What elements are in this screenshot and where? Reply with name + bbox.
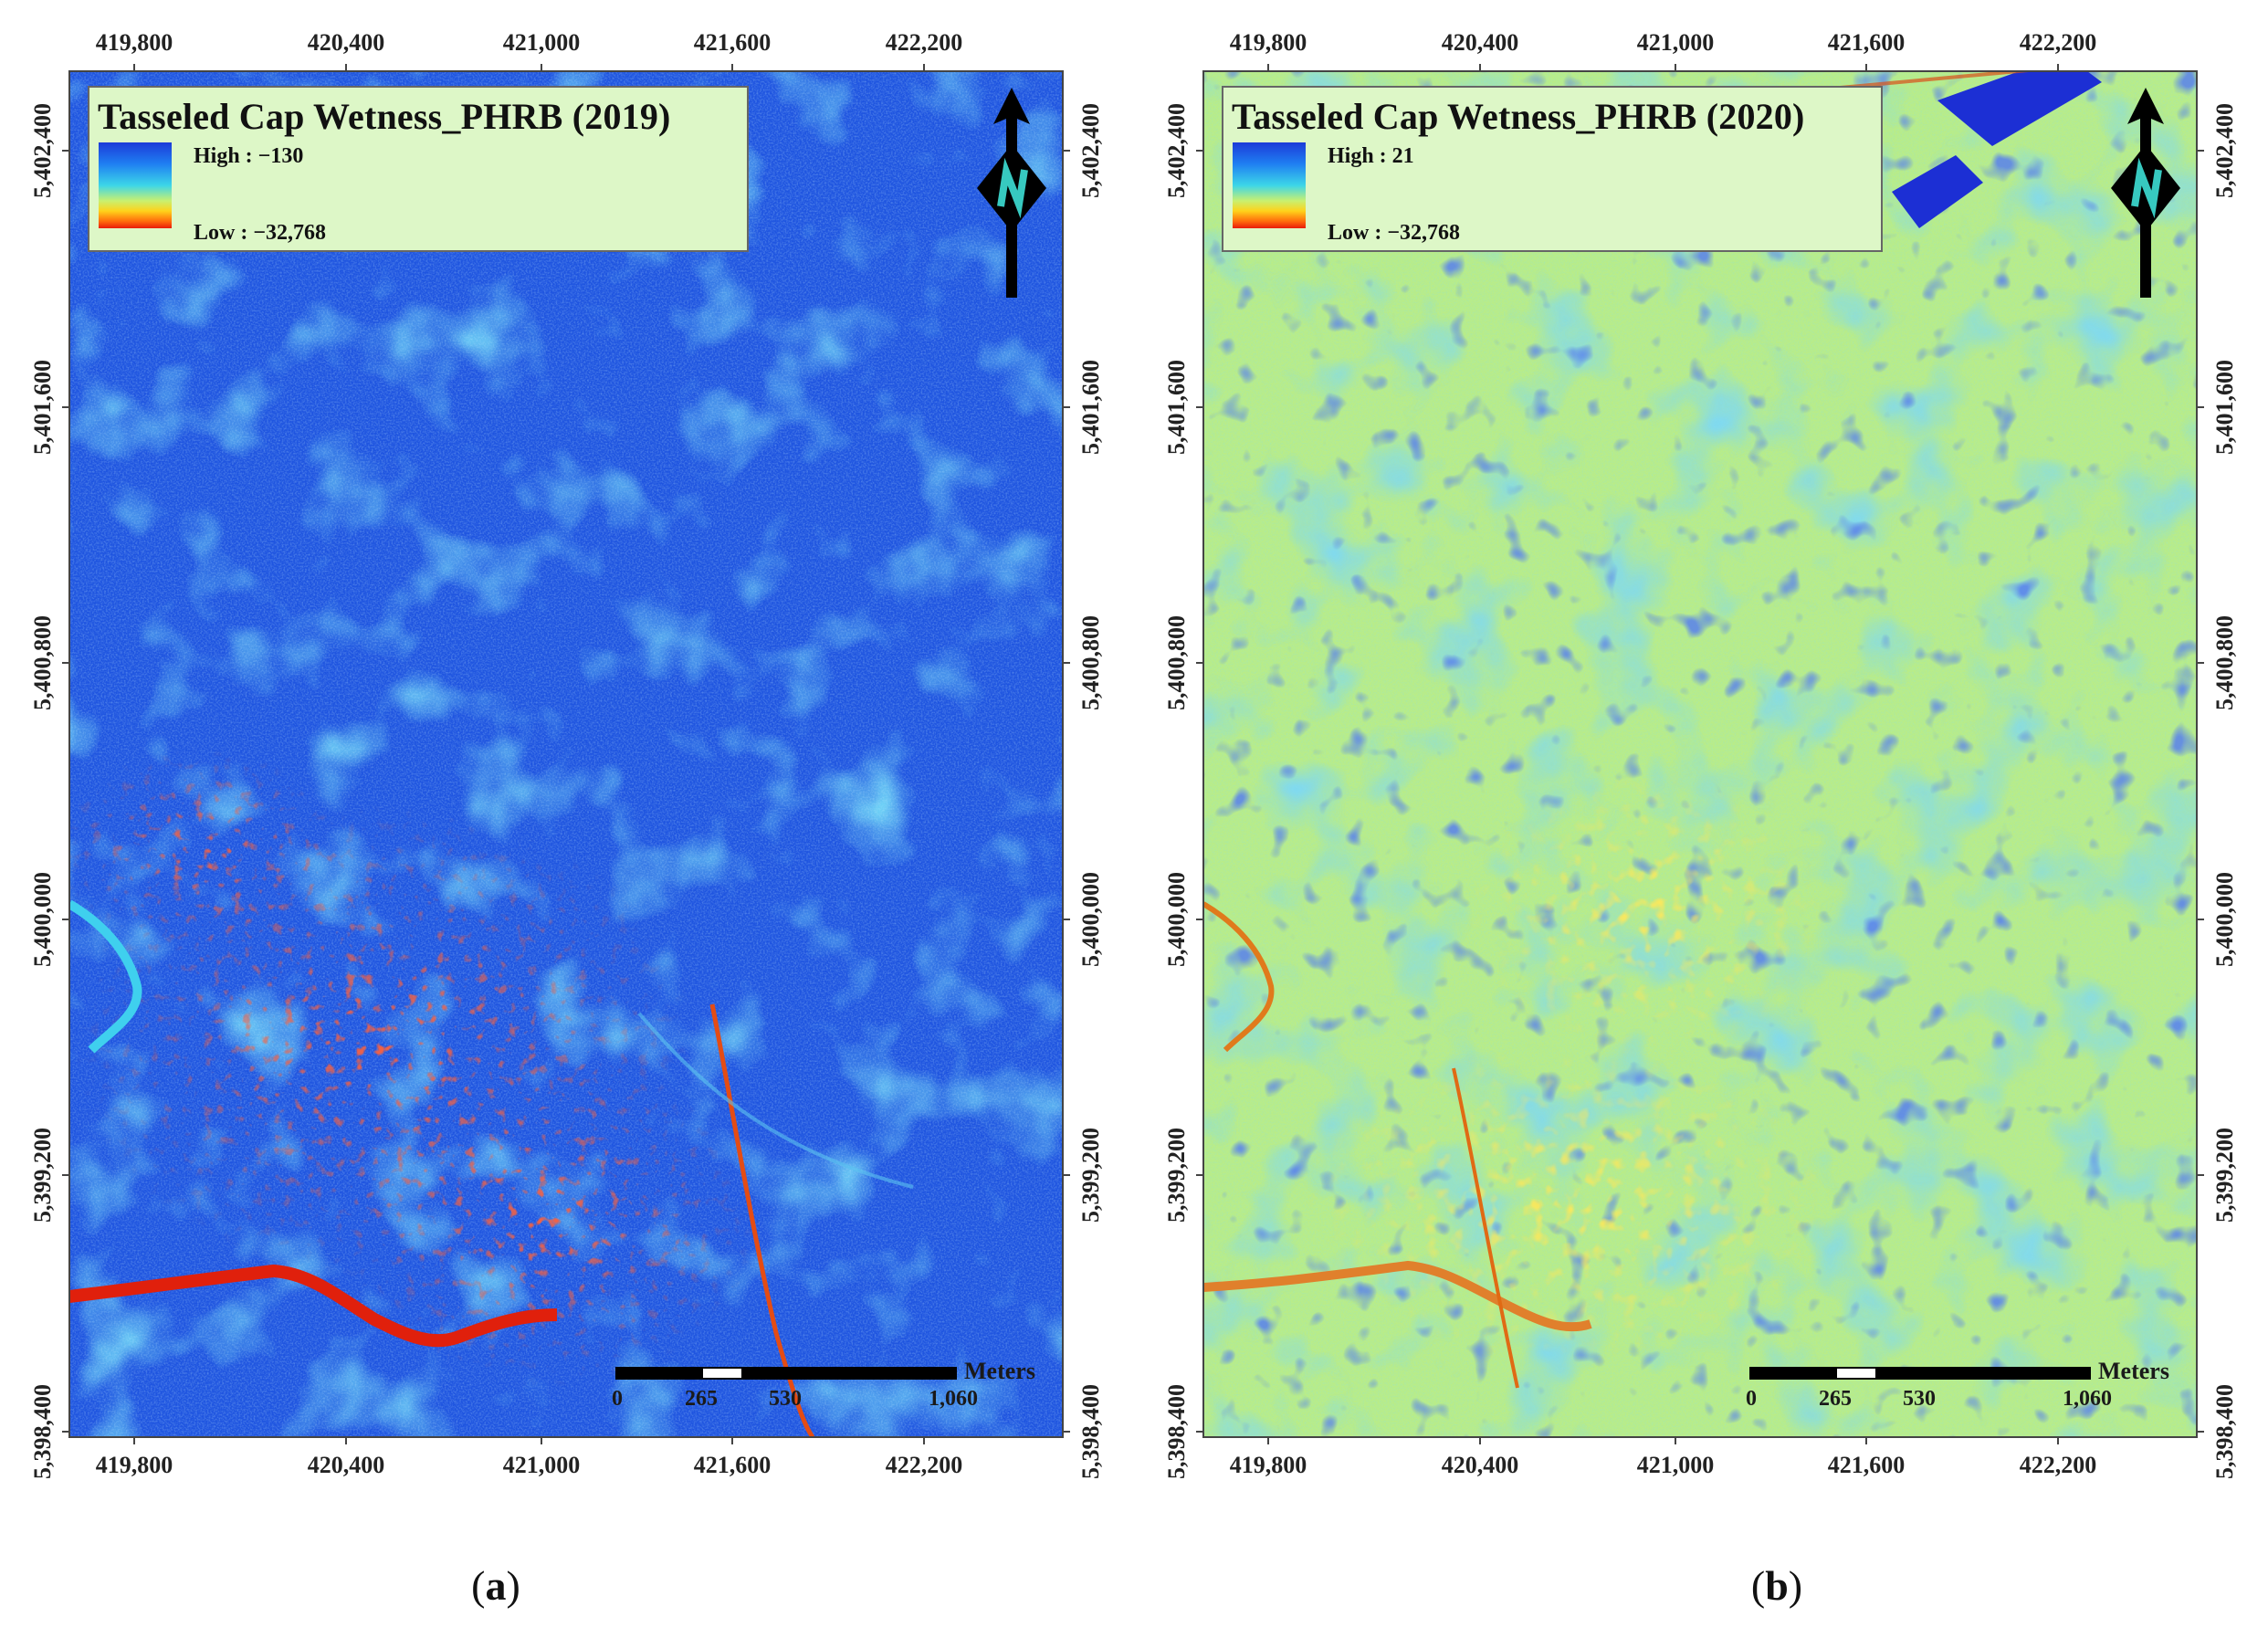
north-arrow-icon xyxy=(2111,88,2180,298)
y-tick-right: 5,399,200 xyxy=(1077,1128,1104,1223)
scale-label: 1,060 xyxy=(929,1387,978,1411)
y-tick-left: 5,399,200 xyxy=(29,1128,56,1223)
x-tick-bottom: 419,800 xyxy=(1229,1452,1307,1478)
y-tick-right: 5,402,400 xyxy=(1077,103,1104,198)
y-tick-left: 5,400,800 xyxy=(1163,615,1190,710)
x-tick-top: 421,000 xyxy=(502,29,581,56)
map-panel-a: 419,800 420,400 421,000 421,600 422,200 … xyxy=(29,29,1104,1609)
scale-label: 0 xyxy=(612,1387,623,1411)
river-feature xyxy=(1203,1260,1592,1332)
scale-bar: Meters 0 265 530 1,060 xyxy=(1746,1358,2169,1422)
x-tick-top: 419,800 xyxy=(95,29,173,56)
y-tick-left: 5,398,400 xyxy=(29,1384,56,1479)
legend-high-label: High : −130 xyxy=(194,144,304,168)
legend-low-label: Low : −32,768 xyxy=(194,221,327,245)
north-arrow-icon xyxy=(977,88,1046,298)
x-tick-top: 420,400 xyxy=(307,29,385,56)
panel-caption: (b) xyxy=(1750,1562,1803,1609)
map-frame-a xyxy=(62,64,1070,1444)
x-tick-bottom: 422,200 xyxy=(2019,1452,2097,1478)
map-frame-b xyxy=(1196,64,2204,1444)
y-tick-left: 5,400,000 xyxy=(29,872,56,967)
x-tick-bottom: 419,800 xyxy=(95,1452,173,1478)
x-tick-bottom: 421,000 xyxy=(1636,1452,1715,1478)
legend-color-ramp xyxy=(1233,142,1306,228)
panel-caption: (a) xyxy=(471,1562,520,1609)
scale-unit-label: Meters xyxy=(2098,1358,2169,1384)
scale-label: 1,060 xyxy=(2063,1387,2112,1411)
x-tick-top: 421,000 xyxy=(1636,29,1715,56)
y-tick-right: 5,400,000 xyxy=(1077,872,1104,967)
x-tick-bottom: 421,600 xyxy=(693,1452,772,1478)
y-tick-left: 5,398,400 xyxy=(1163,1384,1190,1479)
y-tick-right: 5,399,200 xyxy=(2211,1128,2238,1223)
y-tick-right: 5,401,600 xyxy=(2211,360,2238,455)
map-panel-b: 419,800 420,400 421,000 421,600 422,200 … xyxy=(1134,0,2268,1638)
y-tick-left: 5,399,200 xyxy=(1163,1128,1190,1223)
scale-label: 530 xyxy=(1903,1387,1936,1411)
x-tick-top: 420,400 xyxy=(1441,29,1519,56)
x-tick-bottom: 421,600 xyxy=(1827,1452,1906,1478)
y-tick-right: 5,402,400 xyxy=(2211,103,2238,198)
scale-unit-label: Meters xyxy=(964,1358,1035,1384)
y-tick-left: 5,400,800 xyxy=(29,615,56,710)
legend-color-ramp xyxy=(99,142,172,228)
x-tick-top: 422,200 xyxy=(885,29,963,56)
y-tick-left: 5,402,400 xyxy=(29,103,56,198)
x-tick-bottom: 422,200 xyxy=(885,1452,963,1478)
y-tick-right: 5,400,800 xyxy=(2211,615,2238,710)
x-tick-top: 421,600 xyxy=(693,29,772,56)
y-tick-left: 5,402,400 xyxy=(1163,103,1190,198)
y-tick-right: 5,400,800 xyxy=(1077,615,1104,710)
y-tick-right: 5,400,000 xyxy=(2211,872,2238,967)
scale-label: 265 xyxy=(1819,1387,1852,1411)
legend-title: Tasseled Cap Wetness_PHRB (2020) xyxy=(1232,96,1805,137)
y-tick-right: 5,401,600 xyxy=(1077,360,1104,455)
scale-label: 265 xyxy=(685,1387,718,1411)
x-tick-bottom: 421,000 xyxy=(502,1452,581,1478)
scale-label: 0 xyxy=(1746,1387,1757,1411)
legend-box: Tasseled Cap Wetness_PHRB (2020) High : … xyxy=(1222,86,1883,252)
legend-low-label: Low : −32,768 xyxy=(1328,221,1461,245)
y-tick-right: 5,398,400 xyxy=(1077,1384,1104,1479)
legend-title: Tasseled Cap Wetness_PHRB (2019) xyxy=(98,96,671,137)
x-tick-top: 419,800 xyxy=(1229,29,1307,56)
x-tick-bottom: 420,400 xyxy=(1441,1452,1519,1478)
x-tick-top: 422,200 xyxy=(2019,29,2097,56)
y-tick-left: 5,401,600 xyxy=(29,360,56,455)
legend-high-label: High : 21 xyxy=(1328,144,1414,168)
x-tick-bottom: 420,400 xyxy=(307,1452,385,1478)
scale-label: 530 xyxy=(769,1387,802,1411)
y-tick-right: 5,398,400 xyxy=(2211,1384,2238,1479)
legend-box: Tasseled Cap Wetness_PHRB (2019) High : … xyxy=(88,86,749,252)
x-tick-top: 421,600 xyxy=(1827,29,1906,56)
y-tick-left: 5,401,600 xyxy=(1163,360,1190,455)
y-tick-left: 5,400,000 xyxy=(1163,872,1190,967)
scale-bar: Meters 0 265 530 1,060 xyxy=(612,1358,1035,1422)
river-feature xyxy=(69,1264,558,1348)
